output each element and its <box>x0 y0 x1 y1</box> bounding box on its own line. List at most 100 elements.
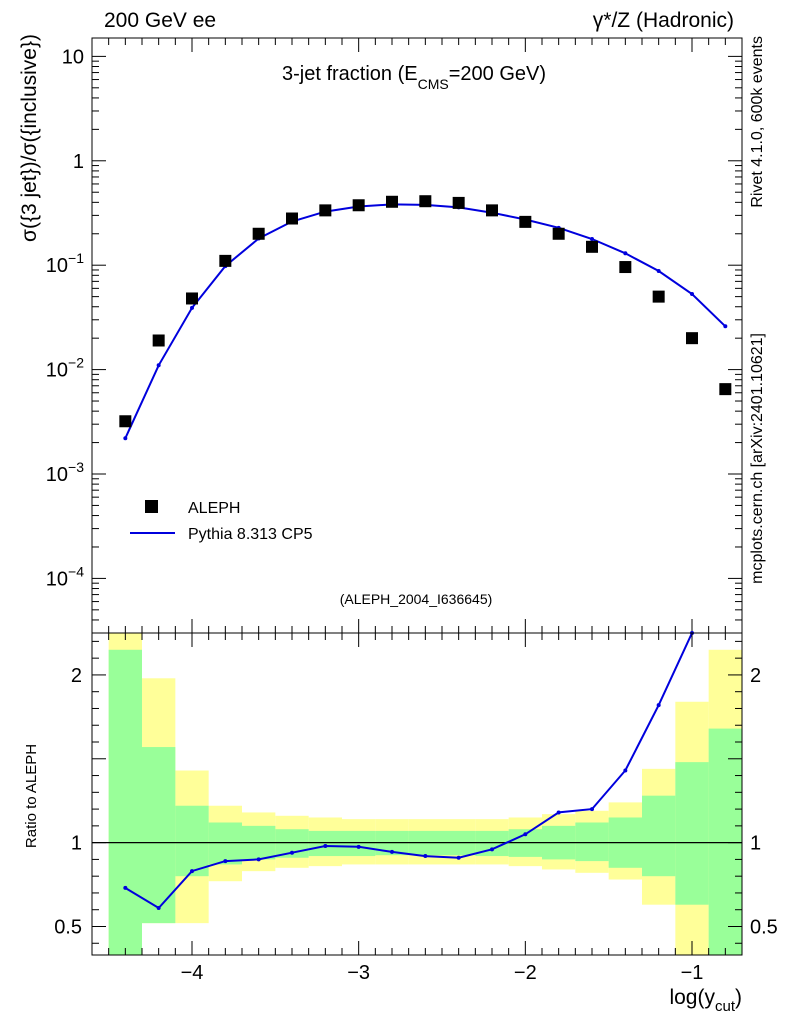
main-title: 3-jet fraction (ECMS=200 GeV) <box>282 63 546 92</box>
ratio-point <box>590 807 594 812</box>
header-left-label: 200 GeV ee <box>104 9 216 32</box>
ratio-point <box>323 843 328 848</box>
title-suffix: =200 GeV) <box>449 63 546 85</box>
band-inner <box>308 830 342 857</box>
ratio-point <box>256 857 261 862</box>
data-point <box>219 254 232 267</box>
legend: ALEPH Pythia 8.313 CP5 <box>130 500 313 543</box>
legend-mc-label: Pythia 8.313 CP5 <box>188 526 313 543</box>
title-sub: CMS <box>418 76 449 92</box>
ratio-xtick-label: −2 <box>514 962 537 984</box>
ytick-exponent: −3 <box>68 459 84 475</box>
ratio-point <box>356 844 361 849</box>
data-point <box>552 227 565 240</box>
ytick-exponent: −4 <box>68 563 84 579</box>
ytick-base: 10 <box>46 255 68 277</box>
main-ylabel: σ({3 jet})/σ({inclusive}) <box>18 34 41 242</box>
data-point <box>119 415 132 428</box>
mcplots-label: mcplots.cern.ch [arXiv:2401.10621] <box>749 333 766 584</box>
band-inner <box>708 728 742 955</box>
mc-point <box>623 251 628 256</box>
ratio-point <box>456 855 461 860</box>
ratio-point <box>490 847 494 852</box>
main-ytick-label: 1 <box>73 151 84 173</box>
data-point <box>186 292 198 305</box>
header-right-label: γ*/Z (Hadronic) <box>593 9 734 32</box>
ratio-line <box>124 632 693 910</box>
ratio-point <box>390 849 394 854</box>
ratio-ytick-label-right: 2 <box>750 665 761 687</box>
data-point <box>486 204 498 217</box>
ytick-exponent: −2 <box>68 355 84 371</box>
ratio-panel: 2 2 1 1 0.5 0.5 −4 −3 −2 −1 <box>54 631 778 984</box>
data-point <box>386 195 398 208</box>
data-point <box>286 212 298 225</box>
ratio-point <box>623 768 628 773</box>
ratio-ytick-label: 2 <box>71 665 82 687</box>
mc-point <box>723 324 728 329</box>
data-point <box>352 199 365 212</box>
main-ytick-label: 10−4 <box>46 563 84 590</box>
band-inner <box>342 830 376 857</box>
main-ytick-label: 10−1 <box>46 250 84 277</box>
ratio-ylabel: Ratio to ALEPH <box>23 744 40 848</box>
ytick-exponent: −1 <box>68 250 84 266</box>
mc-point <box>656 268 661 273</box>
ratio-point <box>223 859 228 864</box>
mc-point <box>156 363 161 368</box>
ratio-point <box>523 832 528 837</box>
mc-point <box>690 291 694 296</box>
data-point <box>586 240 598 253</box>
band-inner <box>208 822 242 865</box>
ratio-point <box>156 906 161 911</box>
legend-data-marker <box>145 500 158 513</box>
ratio-point <box>123 885 128 890</box>
title-prefix: 3-jet fraction (E <box>282 63 418 85</box>
data-point <box>652 290 665 303</box>
band-inner <box>642 795 676 877</box>
ratio-xtick-label: −4 <box>181 962 204 984</box>
mc-line <box>124 203 726 439</box>
band-inner <box>175 805 209 877</box>
ratio-xtick-label: −3 <box>347 962 370 984</box>
ratio-point <box>190 869 194 874</box>
ratio-ytick-label-right: 1 <box>750 833 761 855</box>
data-point <box>319 204 332 217</box>
data-point <box>419 195 432 208</box>
ratio-point <box>656 703 661 708</box>
data-point <box>452 196 465 209</box>
ratio-ytick-label: 1 <box>71 833 82 855</box>
band-inner <box>575 822 609 862</box>
ratio-frame <box>91 632 743 956</box>
x-axis-label: log(ycut) <box>669 986 742 1015</box>
ratio-point <box>423 854 428 859</box>
ratio-xtick-label: −1 <box>681 962 704 984</box>
data-point <box>719 383 732 396</box>
ratio-point <box>290 850 294 855</box>
main-ytick-label: 10−2 <box>46 355 84 382</box>
band-inner <box>108 649 142 955</box>
data-point <box>686 332 698 345</box>
ratio-ytick-label: 0.5 <box>54 916 82 938</box>
ytick-base: 10 <box>46 464 68 486</box>
mc-point <box>190 305 194 310</box>
analysis-label: (ALEPH_2004_I636645) <box>340 591 493 607</box>
ratio-ytick-label-right: 0.5 <box>750 916 778 938</box>
data-point <box>252 227 265 240</box>
data-point <box>519 215 532 228</box>
rivet-version-label: Rivet 4.1.0, 600k events <box>749 36 766 208</box>
band-inner <box>142 747 176 924</box>
xlabel-main: log(y <box>669 986 715 1009</box>
xlabel-close: ) <box>735 986 742 1009</box>
legend-data-label: ALEPH <box>188 500 240 517</box>
main-ytick-label: 10 <box>62 46 84 68</box>
ytick-base: 10 <box>46 568 68 590</box>
main-frame <box>91 37 743 634</box>
xlabel-sub: cut <box>715 998 736 1015</box>
ytick-base: 10 <box>46 360 68 382</box>
ratio-point <box>556 810 561 815</box>
data-point <box>152 334 165 347</box>
main-ytick-label: 10−3 <box>46 459 84 486</box>
